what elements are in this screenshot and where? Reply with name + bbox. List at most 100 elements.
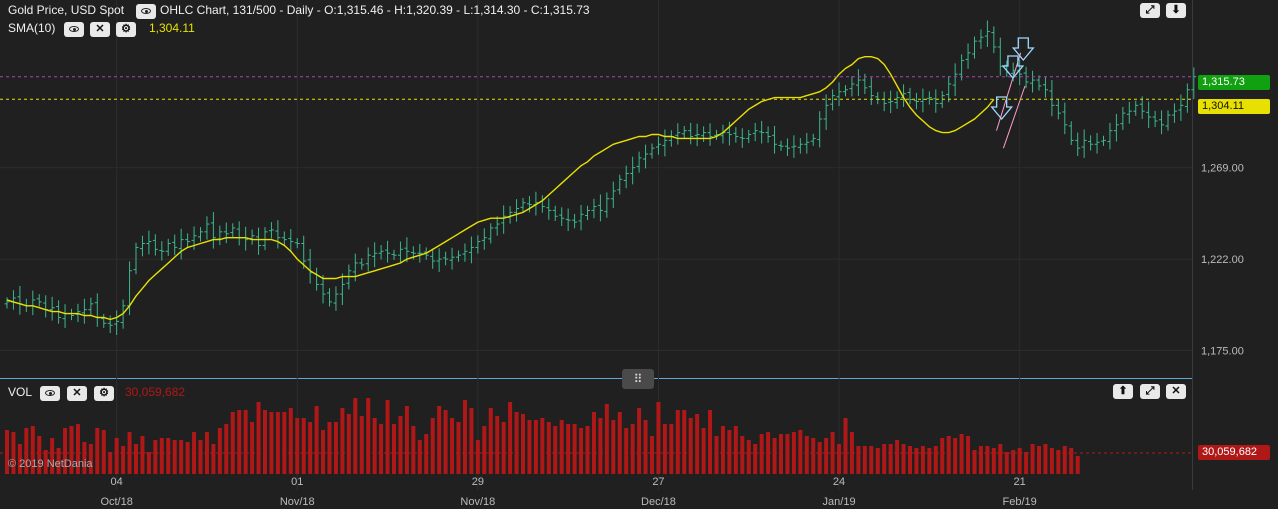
- volume-bar: [908, 446, 912, 474]
- ohlc-bar: [107, 315, 113, 334]
- ohlc-bar: [591, 198, 597, 219]
- volume-visibility-eye-icon[interactable]: [40, 386, 60, 401]
- sma-settings-gear-icon[interactable]: ⚙: [116, 22, 136, 37]
- volume-bar: [424, 434, 429, 474]
- volume-bar: [643, 420, 648, 474]
- ohlc-bar: [752, 122, 758, 142]
- volume-bar: [127, 432, 132, 474]
- volume-bar: [785, 434, 790, 474]
- ohlc-bar: [217, 225, 223, 246]
- ohlc-bar: [630, 156, 636, 185]
- ohlc-bar: [726, 121, 732, 146]
- volume-bar: [1037, 446, 1041, 474]
- sma-value: 1,304.11: [149, 21, 195, 35]
- ohlc-bar: [913, 92, 919, 110]
- down-arrow-icon: [1001, 55, 1025, 80]
- volume-bar: [1004, 452, 1009, 474]
- ohlc-bar: [1165, 110, 1171, 131]
- ohlc-bar: [268, 222, 274, 239]
- volume-bar: [179, 440, 184, 474]
- visibility-eye-icon[interactable]: [136, 4, 156, 19]
- ohlc-bar: [1107, 122, 1113, 150]
- ohlc-bar: [1023, 66, 1029, 89]
- x-tick-day: 01: [291, 476, 303, 488]
- volume-bar: [727, 430, 732, 474]
- volume-close-icon[interactable]: ✕: [67, 386, 87, 401]
- volume-bar: [946, 436, 951, 474]
- ohlc-bar: [559, 207, 565, 226]
- ohlc-bar: [1049, 80, 1055, 117]
- ohlc-bar: [668, 130, 674, 147]
- sma-close-icon[interactable]: ✕: [90, 22, 110, 37]
- volume-bar: [959, 434, 964, 474]
- ohlc-bar: [907, 87, 913, 105]
- volume-bar: [662, 424, 667, 474]
- ohlc-bar: [88, 297, 94, 316]
- volume-bar: [462, 400, 467, 474]
- ohlc-bar: [565, 208, 571, 232]
- volume-remove-icon[interactable]: ✕: [1166, 384, 1186, 399]
- ohlc-bar: [1062, 102, 1068, 135]
- move-up-icon[interactable]: ⬆: [1113, 384, 1133, 399]
- ohlc-bar: [920, 88, 926, 113]
- ohlc-bar: [868, 77, 874, 105]
- x-tick-day: 27: [652, 476, 664, 488]
- ohlc-bar: [468, 236, 474, 264]
- y-tick-label: 1,269.00: [1201, 163, 1244, 175]
- sma-line: [6, 56, 995, 321]
- volume-bar: [978, 446, 983, 474]
- volume-bar: [353, 398, 358, 474]
- ohlc-bar: [655, 136, 661, 155]
- volume-bar: [43, 450, 48, 474]
- volume-settings-gear-icon[interactable]: ⚙: [94, 386, 114, 401]
- ohlc-bar: [178, 228, 184, 260]
- volume-bar: [533, 420, 538, 474]
- volume-bar: [450, 418, 455, 474]
- price-level-lines: [0, 76, 1192, 100]
- volume-bar: [901, 444, 906, 474]
- volume-bar: [140, 436, 145, 474]
- ohlc-bar: [314, 267, 320, 291]
- volume-bar: [308, 422, 313, 474]
- ohlc-bar: [849, 76, 855, 97]
- volume-bar: [998, 444, 1003, 474]
- volume-bar: [398, 416, 403, 474]
- x-tick-month: Nov/18: [280, 496, 315, 508]
- sma-visibility-eye-icon[interactable]: [64, 22, 84, 37]
- arrow-down-icon[interactable]: ⬇: [1166, 3, 1186, 18]
- ohlc-bar: [636, 151, 642, 173]
- pane-resize-handle[interactable]: ⠿: [622, 369, 654, 389]
- ohlc-bar: [501, 205, 507, 234]
- x-tick-month: Dec/18: [641, 496, 676, 508]
- ohlc-bar: [843, 85, 848, 97]
- volume-bar: [585, 426, 590, 474]
- ohlc-bar: [978, 29, 984, 49]
- ohlc-bar: [372, 242, 378, 268]
- volume-bar: [153, 440, 158, 474]
- ohlc-bar: [397, 241, 403, 263]
- volume-bar: [875, 448, 880, 474]
- volume-maximize-icon[interactable]: ⤢: [1140, 384, 1160, 399]
- ohlc-bar: [810, 133, 816, 146]
- ohlc-bar: [662, 129, 668, 157]
- volume-bar: [708, 410, 713, 474]
- volume-bar: [985, 446, 990, 474]
- x-tick-day: 21: [1014, 476, 1026, 488]
- ohlc-bar: [339, 273, 345, 306]
- ohlc-bar: [294, 238, 300, 249]
- volume-bar: [546, 422, 551, 474]
- x-tick-day: 29: [472, 476, 484, 488]
- ohlc-bar: [30, 290, 36, 316]
- ohlc-bar: [49, 296, 55, 321]
- ohlc-bar: [114, 310, 120, 335]
- ohlc-bar: [365, 247, 371, 272]
- volume-bar: [1030, 444, 1035, 474]
- ohlc-bar: [236, 221, 242, 246]
- ohlc-bar: [507, 206, 513, 224]
- volume-bar: [108, 452, 113, 474]
- maximize-icon[interactable]: ⤢: [1140, 3, 1160, 18]
- ohlc-bar: [1113, 113, 1119, 142]
- ohlc-bar: [443, 251, 449, 266]
- volume-bar: [540, 418, 545, 474]
